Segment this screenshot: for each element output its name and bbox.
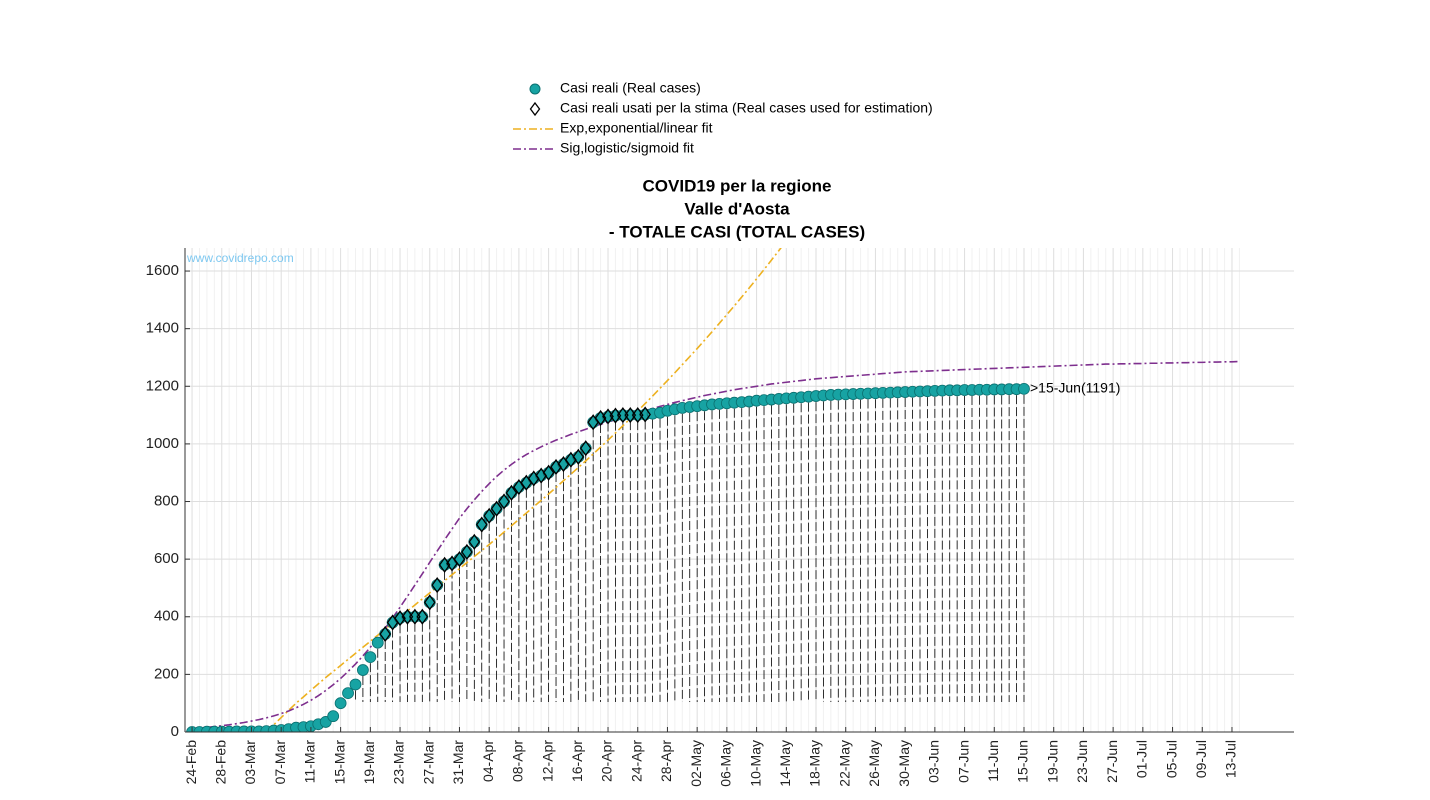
point (364, 651, 377, 663)
x-tick-label: 22-May (836, 740, 852, 787)
point (483, 507, 495, 525)
legend-label: Sig,logistic/sigmoid fit (560, 140, 694, 156)
legend-label: Casi reali (Real cases) (560, 80, 701, 96)
x-tick-label: 05-Jul (1163, 740, 1179, 778)
x-tick-label: 30-May (896, 740, 912, 787)
x-tick-label: 15-Jun (1015, 740, 1031, 783)
point (639, 406, 651, 423)
x-tick-label: 11-Mar (302, 740, 318, 784)
x-tick-label: 13-Jul (1223, 740, 1239, 778)
chart-title: COVID19 per la regione (643, 176, 832, 195)
legend-item: Casi reali (Real cases) (529, 80, 701, 96)
x-tick-label: 07-Jun (955, 740, 971, 783)
point (475, 516, 488, 533)
x-tick-label: 02-May (688, 740, 704, 787)
point (423, 596, 436, 609)
fit-line (265, 248, 782, 732)
y-tick-label: 0 (171, 723, 179, 740)
legend-marker (529, 83, 541, 95)
point (371, 636, 384, 649)
point (579, 440, 592, 457)
x-tick-label: 03-Jun (926, 740, 942, 783)
x-tick-label: 27-Mar (420, 740, 436, 785)
legend-item: Casi reali usati per la stima (Real case… (529, 100, 933, 117)
x-tick-label: 10-May (747, 740, 763, 787)
x-tick-label: 27-Jun (1104, 740, 1120, 783)
point (334, 697, 347, 710)
x-tick-label: 26-May (866, 740, 882, 787)
point (431, 579, 444, 591)
point (498, 493, 510, 510)
legend-label: Casi reali usati per la stima (Real case… (560, 100, 933, 116)
x-tick-label: 19-Jun (1044, 740, 1060, 783)
point (416, 608, 429, 625)
y-tick-label: 1200 (146, 377, 179, 394)
annotation: >15-Jun(1191) (1030, 380, 1120, 396)
x-tick-label: 28-Feb (212, 740, 228, 785)
x-tick-label: 23-Mar (391, 740, 407, 785)
legend-item: Exp,exponential/linear fit (513, 120, 713, 136)
point (423, 594, 436, 611)
point (475, 518, 488, 531)
point (1018, 382, 1030, 395)
y-tick-label: 1400 (146, 320, 179, 337)
x-tick-label: 07-Mar (272, 740, 288, 785)
x-tick-label: 03-Mar (242, 740, 258, 785)
point (490, 500, 503, 517)
x-tick-label: 06-May (718, 740, 734, 787)
fit-line (191, 360, 1240, 730)
chart-title: Valle d'Aosta (684, 199, 790, 218)
point (342, 687, 354, 700)
y-tick-label: 800 (154, 492, 179, 509)
plot (186, 248, 1240, 732)
legend-label: Exp,exponential/linear fit (560, 120, 713, 136)
point (468, 533, 481, 550)
x-tick-label: 31-Mar (450, 740, 466, 785)
y-tick-label: 600 (154, 550, 179, 567)
point (357, 664, 369, 676)
x-tick-label: 09-Jul (1193, 740, 1209, 778)
x-tick-label: 19-Mar (361, 740, 377, 785)
y-tick-label: 200 (154, 665, 179, 682)
x-tick-label: 11-Jun (985, 740, 1001, 782)
point (349, 678, 362, 691)
x-tick-label: 28-Apr (658, 740, 674, 782)
point (461, 543, 473, 561)
legend: Casi reali (Real cases) Casi reali usati … (513, 80, 933, 156)
x-tick-label: 18-May (807, 740, 823, 787)
x-tick-label: 01-Jul (1134, 740, 1150, 778)
point (505, 484, 518, 501)
x-tick-label: 20-Apr (599, 740, 615, 782)
chart-title: - TOTALE CASI (TOTAL CASES) (609, 222, 865, 241)
point (416, 610, 429, 623)
y-tick-label: 1600 (146, 262, 179, 279)
axes: 24-Feb 28-Feb 03-Mar 07-Mar 11-Mar 15-Mar 19-M… (146, 248, 1294, 787)
legend-item: Sig,logistic/sigmoid fit (513, 140, 694, 156)
point (468, 535, 481, 548)
x-tick-label: 23-Jun (1074, 740, 1090, 783)
x-tick-label: 08-Apr (510, 740, 526, 782)
x-tick-label: 14-May (777, 740, 793, 787)
point (327, 710, 340, 723)
x-tick-label: 15-Mar (331, 740, 347, 785)
x-tick-label: 04-Apr (480, 740, 496, 782)
y-tick-label: 1000 (146, 435, 179, 452)
watermark: www.covidrepo.com (186, 251, 294, 265)
x-tick-label: 12-Apr (539, 740, 555, 782)
point (379, 628, 392, 640)
y-tick-label: 400 (154, 608, 179, 625)
x-tick-label: 24-Feb (183, 740, 199, 785)
point (579, 442, 592, 455)
x-tick-label: 24-Apr (628, 740, 644, 782)
legend-marker (529, 101, 541, 117)
point (453, 551, 466, 568)
point (498, 495, 510, 508)
point (431, 576, 443, 594)
x-tick-label: 16-Apr (569, 740, 585, 782)
point (379, 625, 391, 643)
point (542, 464, 555, 481)
point (572, 448, 585, 465)
point (460, 546, 473, 558)
